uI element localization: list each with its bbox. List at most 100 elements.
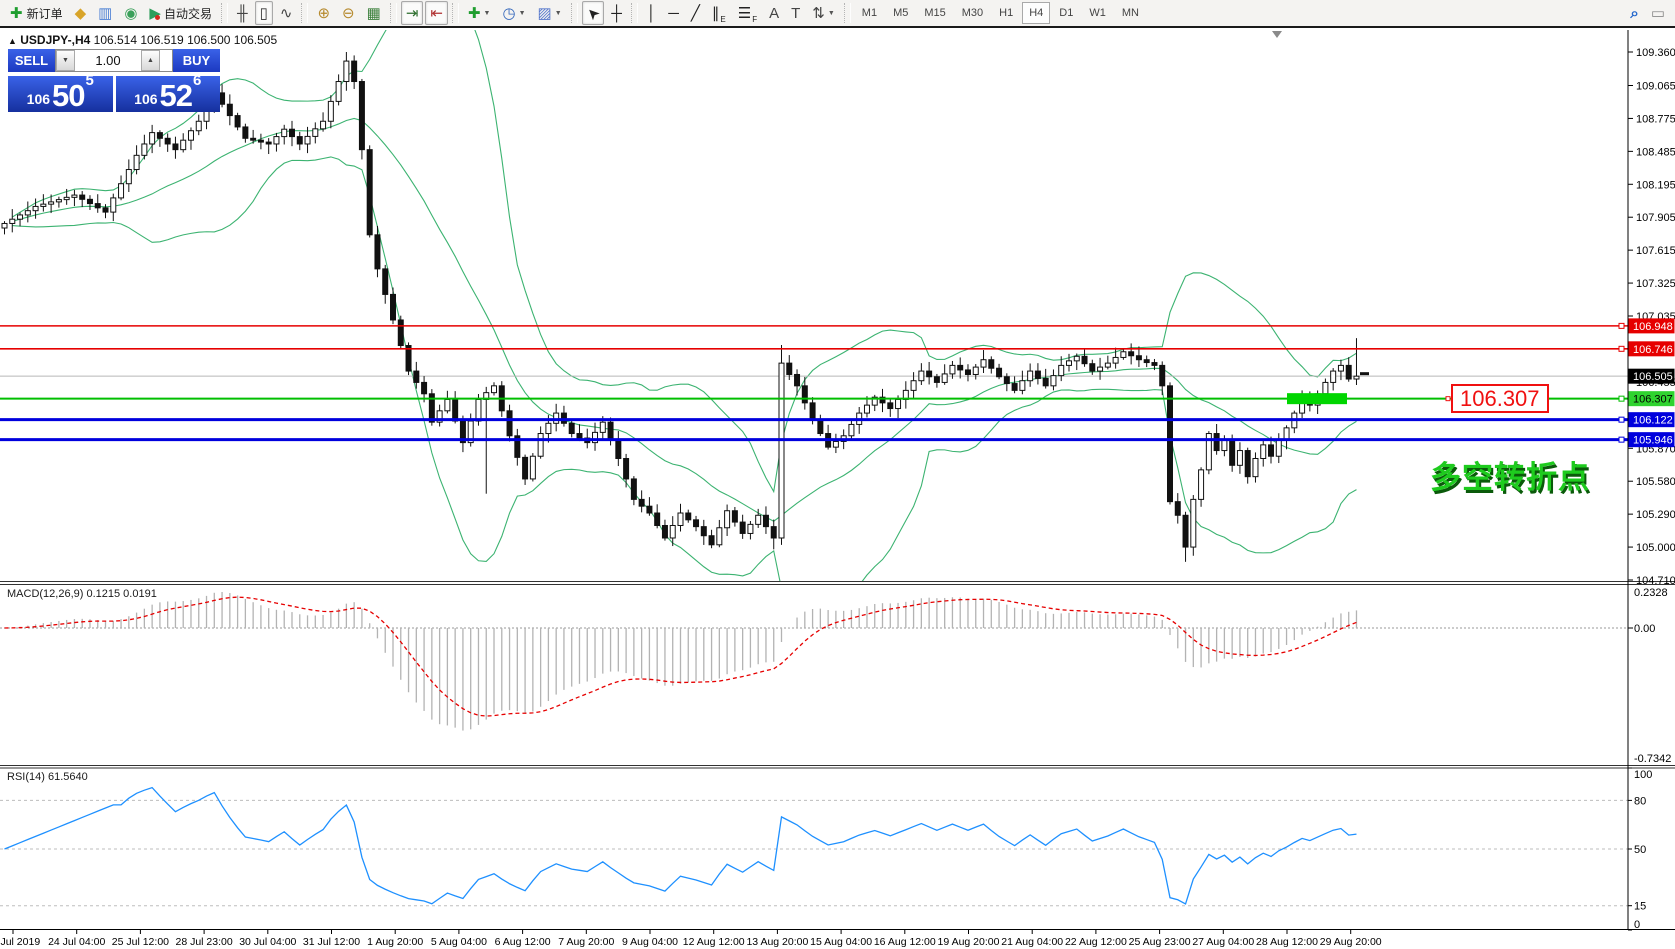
svg-text:22 Aug 12:00: 22 Aug 12:00: [1065, 936, 1127, 948]
vertical-line-button[interactable]: │: [642, 1, 661, 25]
trendline-icon: ╱: [690, 4, 700, 22]
new-order-button-label: 新订单: [26, 6, 63, 21]
dropdown-caret-icon[interactable]: ▼: [518, 9, 526, 17]
rsi-axis[interactable]: 100 80 50 15 0: [1628, 767, 1652, 931]
news-icon[interactable]: ◉: [119, 1, 142, 25]
search-icon: ⌕: [1630, 4, 1639, 22]
line-anchor[interactable]: [1618, 436, 1625, 443]
dropdown-caret-icon[interactable]: ▼: [483, 9, 491, 17]
chart-shift-button[interactable]: ⇤: [425, 1, 448, 25]
timeframe-d1-button[interactable]: D1: [1059, 7, 1074, 19]
macd-axis[interactable]: 0.2328 0.00 -0.7342: [1628, 587, 1671, 765]
sell-price-display[interactable]: 106 50 5: [8, 72, 113, 112]
svg-text:28 Aug 12:00: 28 Aug 12:00: [1256, 936, 1318, 948]
horizontal-line-button[interactable]: ─: [663, 1, 684, 25]
timeframe-h4-button[interactable]: H4: [1022, 2, 1051, 24]
dropdown-caret-icon[interactable]: ▼: [827, 9, 835, 17]
line-chart-button[interactable]: ∿: [275, 1, 298, 25]
time-axis[interactable]: 22 Jul 2019 24 Jul 04:00 25 Jul 12:00 28 Ju…: [0, 930, 1382, 948]
svg-text:104.710: 104.710: [1636, 575, 1675, 587]
candlestick-chart-button[interactable]: ▯: [254, 1, 273, 25]
macd-indicator-label: MACD(12,26,9) 0.1215 0.0191: [7, 588, 157, 600]
autotrading-status-dot: [154, 14, 160, 20]
new-order-button[interactable]: ✚ 新订单: [5, 1, 68, 25]
one-click-trade-panel: SELL ▼ 1.00 ▲ BUY 106 50 5 106 52 6: [8, 49, 220, 112]
tile-windows-button[interactable]: ▦: [362, 1, 386, 25]
periods-button[interactable]: ◷ ▼: [497, 1, 530, 25]
timeframe-m5-button[interactable]: M5: [893, 7, 909, 19]
main-chart-pane[interactable]: [0, 0, 1628, 616]
volume-up-button[interactable]: ▲: [141, 50, 160, 71]
timeframe-h1-button[interactable]: H1: [999, 7, 1014, 19]
svg-text:24 Jul 04:00: 24 Jul 04:00: [48, 936, 105, 948]
text-button[interactable]: A: [764, 1, 784, 25]
svg-text:105.946: 105.946: [1633, 435, 1673, 447]
timeframe-w1-button[interactable]: W1: [1089, 7, 1106, 19]
indicators-button[interactable]: ✚ ▼: [463, 1, 496, 25]
svg-text:1 Aug 20:00: 1 Aug 20:00: [367, 936, 423, 948]
sell-price-sup: 5: [85, 72, 94, 89]
fibonacci-button[interactable]: ☰ F: [733, 1, 762, 25]
crosshair-button[interactable]: ┼: [606, 1, 627, 25]
svg-text:-0.7342: -0.7342: [1634, 753, 1671, 765]
price-axis[interactable]: 109.360 109.065 108.775 108.485 108.195 107.9…: [1628, 47, 1675, 587]
zoom-out-button[interactable]: ⊖: [337, 1, 360, 25]
svg-text:105.290: 105.290: [1636, 509, 1675, 521]
svg-text:108.485: 108.485: [1636, 146, 1675, 158]
timeframe-m30-button[interactable]: M30: [961, 7, 984, 19]
svg-text:5 Aug 04:00: 5 Aug 04:00: [431, 936, 487, 948]
svg-text:108.775: 108.775: [1636, 113, 1675, 125]
macd-pane[interactable]: [0, 592, 1628, 731]
terminal-icon[interactable]: ▥: [93, 1, 117, 25]
chat-button[interactable]: ▭: [1646, 1, 1670, 25]
volume-down-button[interactable]: ▼: [56, 50, 75, 71]
line-anchor[interactable]: [1618, 345, 1625, 352]
chat-icon: ▭: [1650, 4, 1665, 22]
channel-button[interactable]: ∥ E: [707, 1, 731, 25]
svg-text:108.195: 108.195: [1636, 179, 1675, 191]
arrows-button[interactable]: ⇅ ▼: [807, 1, 840, 25]
buy-button[interactable]: BUY: [173, 49, 220, 72]
text-label-button[interactable]: T: [786, 1, 805, 25]
timeframe-m1-button[interactable]: M1: [861, 7, 878, 19]
horizontal-line-icon: ─: [668, 4, 679, 22]
volume-input[interactable]: 1.00: [95, 53, 121, 68]
buy-price-display[interactable]: 106 52 6: [115, 72, 220, 112]
svg-text:106.505: 106.505: [1633, 371, 1673, 383]
svg-text:106.307: 106.307: [1633, 394, 1673, 406]
highlight-segment[interactable]: [1287, 393, 1347, 405]
dropdown-caret-icon[interactable]: ▼: [554, 9, 562, 17]
svg-text:30 Jul 04:00: 30 Jul 04:00: [239, 936, 296, 948]
callout-anchor: [1445, 396, 1451, 402]
timeframe-m15-button[interactable]: M15: [924, 7, 946, 19]
auto-scroll-button[interactable]: ⇥: [400, 1, 424, 25]
auto-trading-button[interactable]: ▶ 自动交易: [144, 1, 217, 25]
trendline-button[interactable]: ╱: [686, 1, 705, 25]
rsi-pane[interactable]: [0, 786, 1628, 907]
svg-text:106.948: 106.948: [1633, 321, 1673, 333]
chinese-annotation[interactable]: 多空转折点: [1430, 460, 1590, 495]
metaquotes-icon-icon: ◆: [74, 4, 87, 22]
svg-text:109.360: 109.360: [1636, 47, 1675, 59]
svg-text:0.2328: 0.2328: [1634, 587, 1668, 599]
search-button[interactable]: ⌕: [1625, 1, 1643, 25]
price-callout-box[interactable]: 106.307: [1451, 384, 1549, 413]
line-anchor[interactable]: [1618, 416, 1625, 423]
chart-shift-marker[interactable]: [1272, 31, 1282, 38]
auto-scroll-icon: ⇥: [405, 4, 419, 22]
zoom-in-button[interactable]: ⊕: [312, 1, 335, 25]
line-anchor[interactable]: [1618, 395, 1625, 402]
templates-button[interactable]: ▨ ▼: [533, 1, 567, 25]
timeframe-mn-button[interactable]: MN: [1121, 7, 1139, 19]
line-anchor[interactable]: [1618, 322, 1625, 329]
auto-trading-button-label: 自动交易: [163, 6, 212, 21]
svg-text:50: 50: [1634, 844, 1646, 856]
metaquotes-icon[interactable]: ◆: [70, 1, 92, 25]
cursor-button[interactable]: ➤: [581, 1, 605, 25]
indicators-icon: ✚: [467, 4, 481, 22]
text-label-icon: T: [791, 4, 801, 22]
bar-chart-button[interactable]: ╫: [232, 1, 253, 25]
sell-button[interactable]: SELL: [8, 49, 55, 72]
